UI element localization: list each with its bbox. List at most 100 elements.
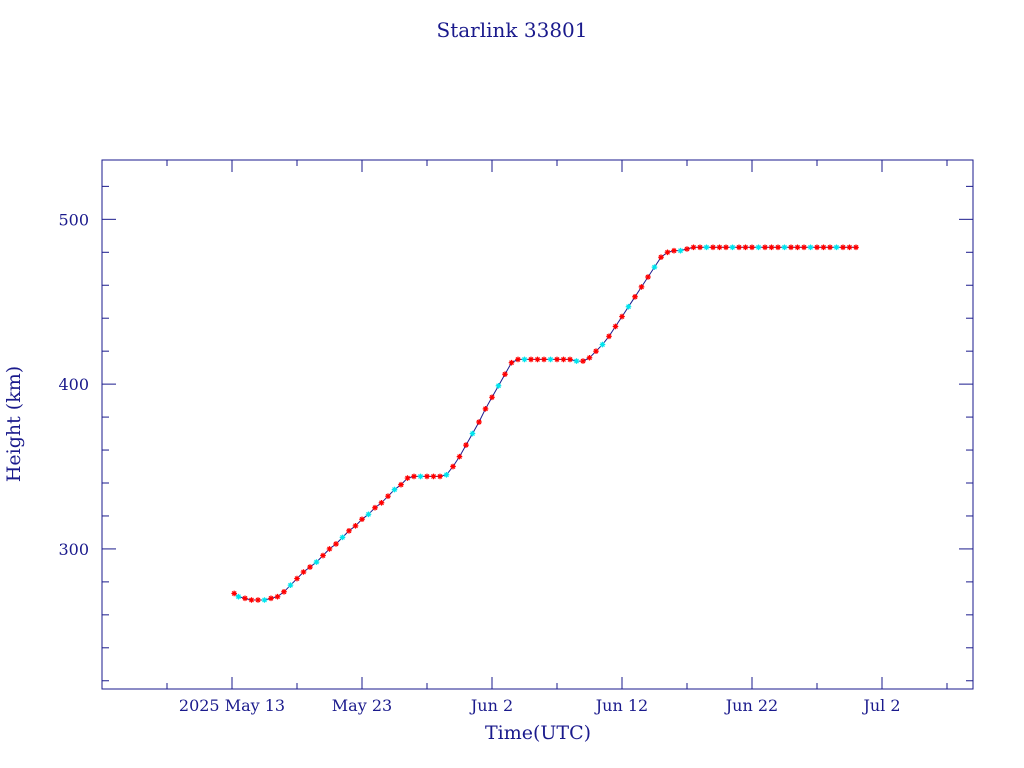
chart-title: Starlink 33801	[437, 18, 588, 42]
data-point	[697, 244, 703, 251]
data-point	[346, 527, 352, 534]
data-point	[450, 463, 456, 470]
x-tick-label: Jul 2	[861, 696, 900, 715]
data-point	[372, 504, 378, 511]
data-point	[619, 313, 625, 320]
data-point	[599, 341, 606, 348]
data-point	[231, 590, 237, 597]
data-point	[508, 359, 515, 366]
data-point	[833, 244, 840, 251]
data-point	[333, 541, 339, 547]
data-point	[482, 406, 489, 412]
data-point	[684, 246, 690, 252]
data-point	[547, 356, 554, 363]
y-axis-title: Height (km)	[3, 366, 25, 482]
data-point	[846, 244, 853, 251]
data-point	[385, 493, 391, 499]
data-point	[307, 564, 313, 570]
data-point	[248, 597, 255, 603]
data-point	[378, 499, 385, 506]
data-point	[794, 244, 801, 251]
data-point	[814, 244, 820, 251]
data-point	[320, 552, 326, 559]
x-tick-label: Jun 12	[594, 696, 648, 715]
data-point	[710, 244, 716, 251]
data-point	[729, 244, 736, 251]
data-point	[677, 247, 684, 254]
data-point	[502, 371, 508, 378]
data-point	[840, 244, 846, 251]
data-point	[827, 244, 833, 251]
data-point	[768, 244, 775, 251]
data-point	[235, 593, 242, 600]
data-point	[463, 442, 469, 448]
data-point	[632, 293, 638, 300]
data-point	[762, 244, 768, 251]
data-point	[807, 244, 814, 251]
data-point	[398, 481, 404, 488]
data-point	[820, 244, 827, 251]
data-point	[359, 516, 365, 523]
y-tick-label: 400	[58, 375, 89, 394]
data-point	[365, 511, 372, 518]
data-point	[612, 323, 619, 330]
data-point	[352, 523, 359, 529]
data-point	[755, 244, 762, 251]
data-point	[424, 473, 430, 480]
data-point	[456, 453, 463, 460]
data-point	[261, 597, 268, 603]
data-point	[638, 284, 645, 290]
data-point	[788, 244, 794, 251]
data-point	[801, 244, 807, 251]
data-point	[645, 274, 651, 280]
data-point	[625, 303, 632, 310]
data-point	[521, 356, 528, 363]
data-point	[443, 471, 450, 478]
data-point	[658, 254, 664, 261]
data-point	[326, 546, 333, 552]
data-point	[274, 593, 281, 600]
data-point	[300, 569, 307, 575]
data-point	[775, 244, 781, 251]
axis-ticks	[102, 160, 973, 689]
data-point	[586, 354, 593, 361]
x-tick-label: Jun 22	[724, 696, 778, 715]
data-point	[242, 595, 248, 602]
tick-labels: 2025 May 13 May 23 Jun 2 Jun 12 Jun 22 Jul 2 3…	[58, 210, 900, 715]
data-points	[231, 244, 859, 603]
y-tick-label: 300	[58, 540, 89, 559]
data-point	[573, 358, 580, 364]
data-point	[417, 473, 424, 480]
data-point	[281, 588, 287, 595]
data-point	[781, 244, 788, 251]
y-tick-label: 500	[58, 210, 89, 229]
data-point	[749, 244, 755, 251]
data-point	[391, 486, 398, 493]
data-point	[404, 475, 411, 481]
x-tick-label: May 23	[332, 696, 392, 715]
data-point	[567, 356, 573, 363]
data-point	[339, 534, 346, 541]
data-point	[541, 356, 547, 363]
data-point	[411, 473, 417, 480]
data-point	[742, 244, 749, 251]
data-point	[716, 244, 723, 251]
data-point	[664, 249, 671, 256]
data-point	[287, 582, 294, 588]
data-point	[515, 356, 521, 363]
data-point	[430, 473, 437, 480]
data-point	[560, 356, 567, 363]
data-point	[313, 559, 320, 565]
data-point	[593, 348, 599, 354]
x-tick-label: 2025 May 13	[179, 696, 285, 715]
data-point	[671, 247, 677, 254]
data-point	[469, 430, 476, 437]
data-point	[606, 333, 612, 340]
data-point	[528, 356, 534, 363]
data-point	[268, 595, 274, 602]
data-point	[476, 419, 482, 425]
data-point	[853, 244, 859, 251]
plot-frame	[101, 159, 974, 690]
data-point	[554, 356, 560, 363]
